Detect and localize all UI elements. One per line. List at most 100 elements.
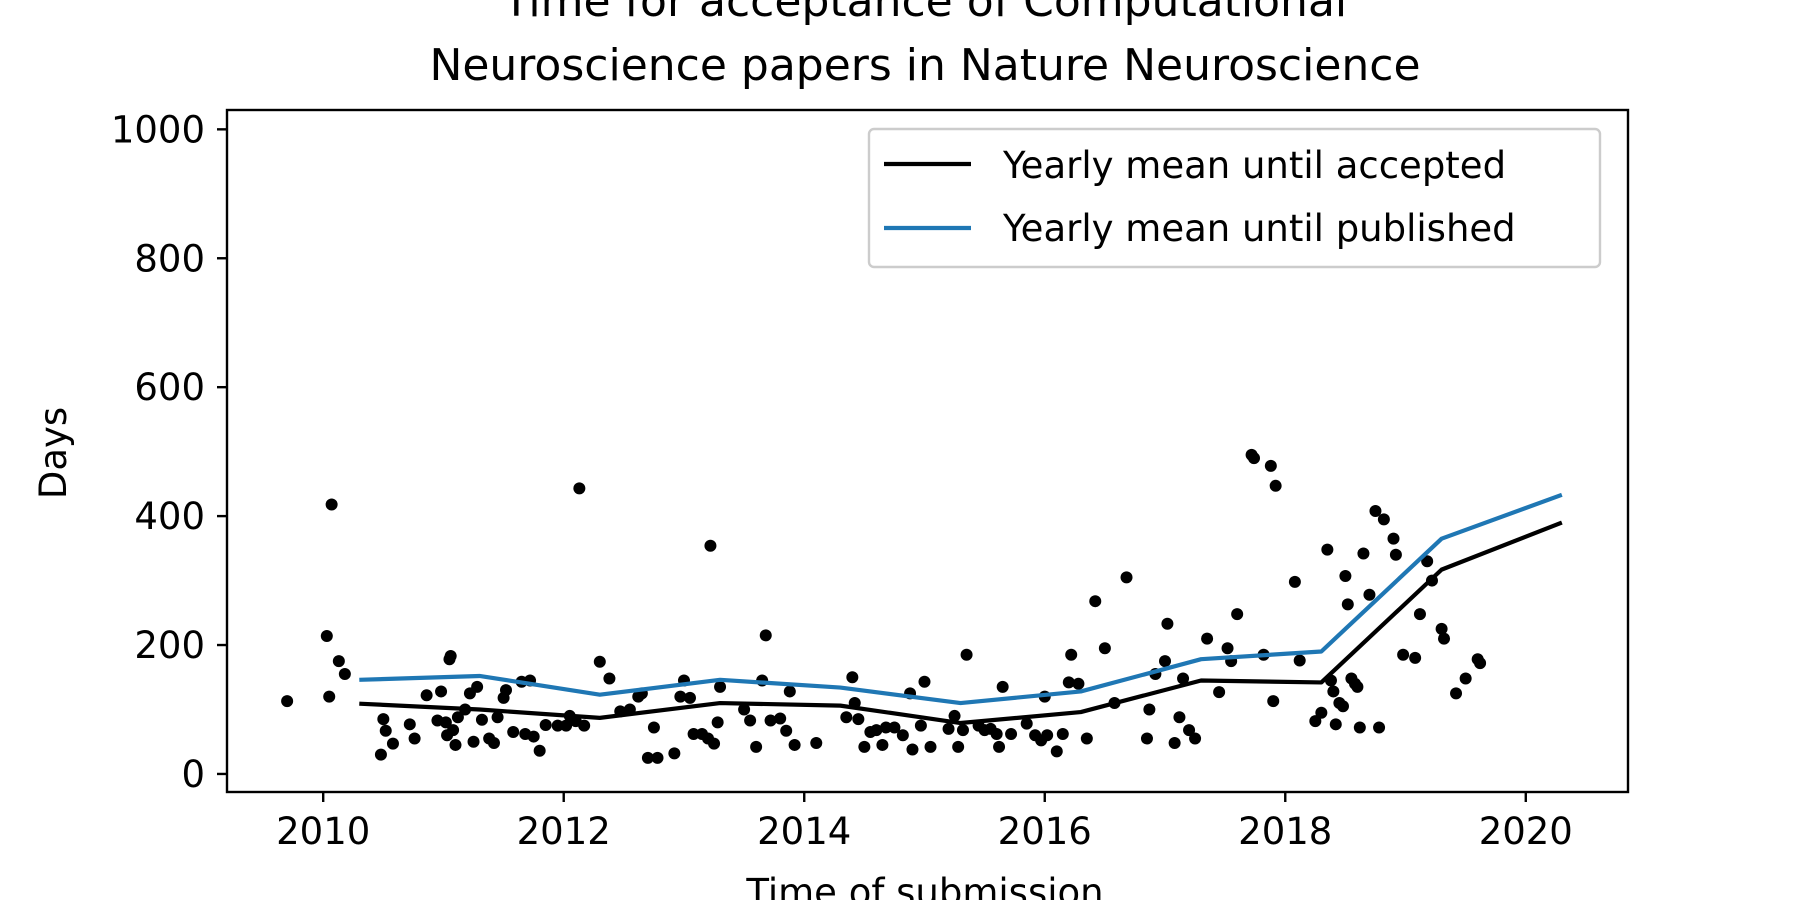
y-tick-label: 400: [134, 495, 205, 538]
x-tick-label: 2018: [1238, 810, 1332, 853]
scatter-point: [491, 711, 504, 724]
scatter-point: [840, 711, 853, 724]
scatter-point: [1221, 642, 1234, 655]
scatter-point: [759, 629, 772, 642]
scatter-point: [668, 747, 681, 760]
scatter-point: [1183, 724, 1196, 737]
scatter-point: [993, 740, 1006, 753]
scatter-point: [1329, 718, 1342, 731]
scatter-point: [560, 719, 573, 732]
scatter-point: [487, 737, 500, 750]
scatter-point: [1005, 727, 1018, 740]
scatter-point: [1327, 685, 1340, 698]
scatter-point: [1459, 672, 1472, 685]
scatter-point: [377, 713, 390, 726]
scatter-point: [1421, 555, 1434, 568]
scatter-point: [764, 714, 777, 727]
scatter-point: [683, 691, 696, 704]
scatter-point: [444, 649, 457, 662]
scatter-point: [858, 740, 871, 753]
y-tick-label: 800: [134, 237, 205, 280]
scatter-point: [551, 719, 564, 732]
scatter-point: [687, 727, 700, 740]
scatter-point: [420, 689, 433, 702]
scatter-point: [1098, 642, 1111, 655]
scatter-point: [744, 714, 757, 727]
scatter-point: [876, 738, 889, 751]
scatter-point: [379, 724, 392, 737]
scatter-point: [603, 672, 616, 685]
scatter-point: [1189, 732, 1202, 745]
y-tick-label: 0: [181, 753, 205, 796]
scatter-point: [1369, 504, 1382, 517]
y-tick-label: 200: [134, 624, 205, 667]
scatter-point: [708, 737, 721, 750]
chart-title-line-2: Neuroscience papers in Nature Neuroscien…: [429, 40, 1420, 91]
scatter-point: [1363, 588, 1376, 601]
scatter-point: [774, 712, 787, 725]
x-tick-label: 2012: [517, 810, 611, 853]
scatter-point: [1020, 717, 1033, 730]
scatter-point: [870, 724, 883, 737]
y-tick-label: 1000: [111, 108, 205, 151]
x-tick-label: 2010: [276, 810, 370, 853]
scatter-point: [1065, 648, 1078, 661]
scatter-point: [1450, 687, 1463, 700]
y-axis-label: Days: [32, 407, 75, 499]
scatter-point: [338, 668, 351, 681]
scatter-point: [1341, 598, 1354, 611]
scatter-point: [1120, 571, 1133, 584]
scatter-point: [281, 695, 294, 708]
scatter-point: [996, 680, 1009, 693]
scatter-point: [1438, 632, 1451, 645]
scatter-point: [674, 690, 687, 703]
plot-area: 2010 2012 2014 2016 2018 2020 0 200 400 600 800 100…: [111, 108, 1630, 853]
scatter-point: [810, 737, 823, 750]
scatter-point: [1336, 700, 1349, 713]
scatter-point: [1247, 452, 1260, 465]
scatter-point: [1269, 479, 1282, 492]
scatter-point: [1413, 608, 1426, 621]
scatter-point: [1231, 608, 1244, 621]
legend-label-published: Yearly mean until published: [1002, 207, 1516, 250]
scatter-point: [846, 671, 859, 684]
scatter-point: [1389, 548, 1402, 561]
scatter-point: [952, 740, 965, 753]
y-tick-label: 600: [134, 366, 205, 409]
scatter-point: [1351, 680, 1364, 693]
scatter-point: [641, 751, 654, 764]
scatter-point: [1072, 677, 1085, 690]
scatter-point: [1177, 672, 1190, 685]
scatter-point: [852, 713, 865, 726]
scatter-point: [1339, 570, 1352, 583]
scatter-point: [888, 721, 901, 734]
scatter-point: [1288, 575, 1301, 588]
scatter-point: [942, 722, 955, 735]
scatter-point: [1056, 727, 1069, 740]
scatter-point: [1387, 532, 1400, 545]
scatter-point: [323, 690, 336, 703]
scatter-point: [990, 727, 1003, 740]
scatter-point: [738, 703, 751, 716]
scatter-point: [1089, 595, 1102, 608]
scatter-point: [408, 732, 421, 745]
scatter-point: [1357, 547, 1370, 560]
scatter-point: [1264, 459, 1277, 472]
scatter-point: [714, 680, 727, 693]
scatter-point: [467, 735, 480, 748]
scatter-point: [499, 684, 512, 697]
scatter-point: [507, 726, 520, 739]
scatter-point: [1140, 732, 1153, 745]
scatter-point: [1050, 745, 1063, 758]
scatter-point: [475, 713, 488, 726]
scatter-point: [593, 655, 606, 668]
scatter-point: [332, 655, 345, 668]
scatter-point: [1435, 622, 1448, 635]
scatter-point: [651, 751, 664, 764]
scatter-point: [711, 716, 724, 729]
scatter-point: [924, 740, 937, 753]
scatter-point: [533, 744, 546, 757]
scatter-point: [1377, 513, 1390, 526]
scatter-point: [647, 721, 660, 734]
